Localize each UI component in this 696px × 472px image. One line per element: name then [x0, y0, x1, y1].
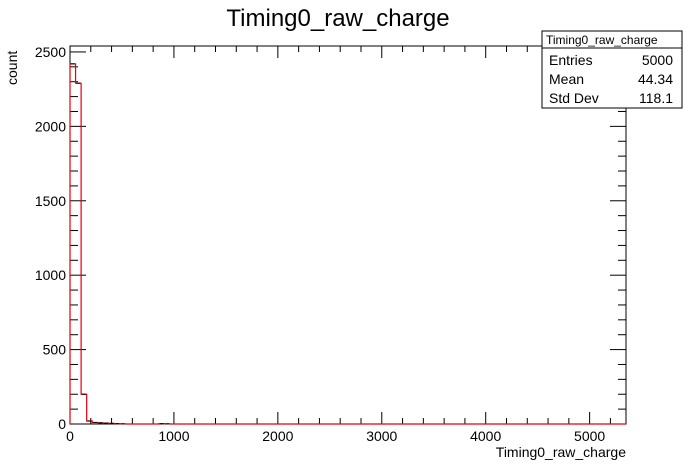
stats-box-frame: [541, 30, 683, 109]
chart-title: Timing0_raw_charge: [226, 5, 449, 32]
histogram-bin: [76, 83, 82, 424]
stats-stddev-value: 118.1: [639, 90, 673, 106]
x-tick-label: 5000: [574, 428, 605, 444]
stats-mean-label: Mean: [549, 71, 584, 87]
x-axis-label: Timing0_raw_charge: [496, 444, 626, 460]
stats-box-title: Timing0_raw_charge: [546, 33, 658, 47]
y-tick-label: 0: [58, 416, 66, 432]
stats-box: Timing0_raw_charge Entries 5000 Mean 44.…: [541, 30, 683, 109]
x-axis: 0 1000 2000 3000 4000 5000: [66, 46, 611, 444]
histogram-bin: [70, 64, 76, 424]
x-tick-label: 2000: [262, 428, 293, 444]
y-tick-label: 2000: [35, 118, 66, 134]
y-axis: 0 500 1000 1500 2000 2500: [35, 44, 626, 432]
x-tick-label: 3000: [366, 428, 397, 444]
y-tick-label: 1000: [35, 267, 66, 283]
histogram-bins: [69, 63, 626, 425]
x-tick-label: 1000: [158, 428, 189, 444]
stats-mean-value: 44.34: [638, 71, 673, 87]
y-tick-label: 1500: [35, 193, 66, 209]
stats-stddev-label: Std Dev: [549, 90, 599, 106]
stats-entries-value: 5000: [642, 52, 673, 68]
x-tick-label: 4000: [470, 428, 501, 444]
histogram-outline: [69, 63, 626, 425]
y-tick-label: 500: [43, 342, 67, 358]
y-tick-label: 2500: [35, 44, 66, 60]
stats-entries-label: Entries: [549, 52, 593, 68]
x-tick-label: 0: [66, 428, 74, 444]
histogram-bin: [81, 394, 87, 424]
y-axis-label: count: [4, 51, 20, 85]
